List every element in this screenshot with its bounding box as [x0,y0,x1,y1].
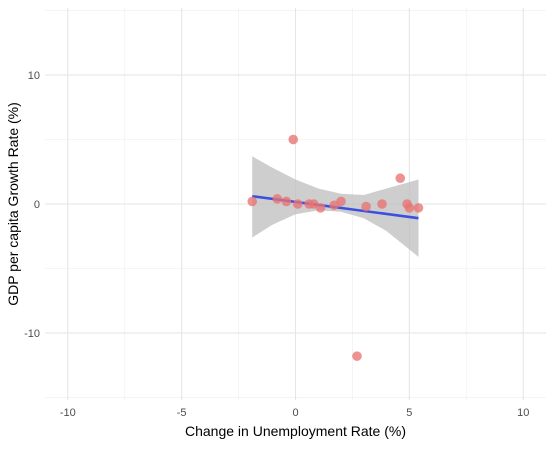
y-tick-label: 0 [34,199,40,211]
y-axis-ticks: -10 0 10 [24,70,40,340]
y-tick-label: 10 [28,70,40,82]
x-axis-ticks: -10 -5 0 5 10 [60,407,530,419]
y-tick-label: -10 [24,328,40,340]
data-point [247,196,258,207]
data-point [377,199,387,209]
data-point [395,173,406,184]
data-point [361,201,371,212]
data-point [352,351,362,361]
x-tick-label: 0 [292,407,298,419]
data-point [281,196,292,207]
data-points [247,134,424,361]
major-grid [45,8,546,400]
data-point [292,199,303,209]
data-point [288,134,299,145]
data-point [404,203,415,213]
x-tick-label: 10 [517,407,529,419]
data-point [336,196,346,207]
y-axis-title: GDP per capita Growth Rate (%) [5,102,21,306]
data-point [272,194,283,204]
x-tick-label: -5 [177,407,187,419]
data-point [413,203,424,213]
x-tick-label: 5 [406,407,412,419]
x-axis-title: Change in Unemployment Rate (%) [185,423,406,439]
x-tick-label: -10 [60,407,76,419]
data-point [315,203,326,213]
